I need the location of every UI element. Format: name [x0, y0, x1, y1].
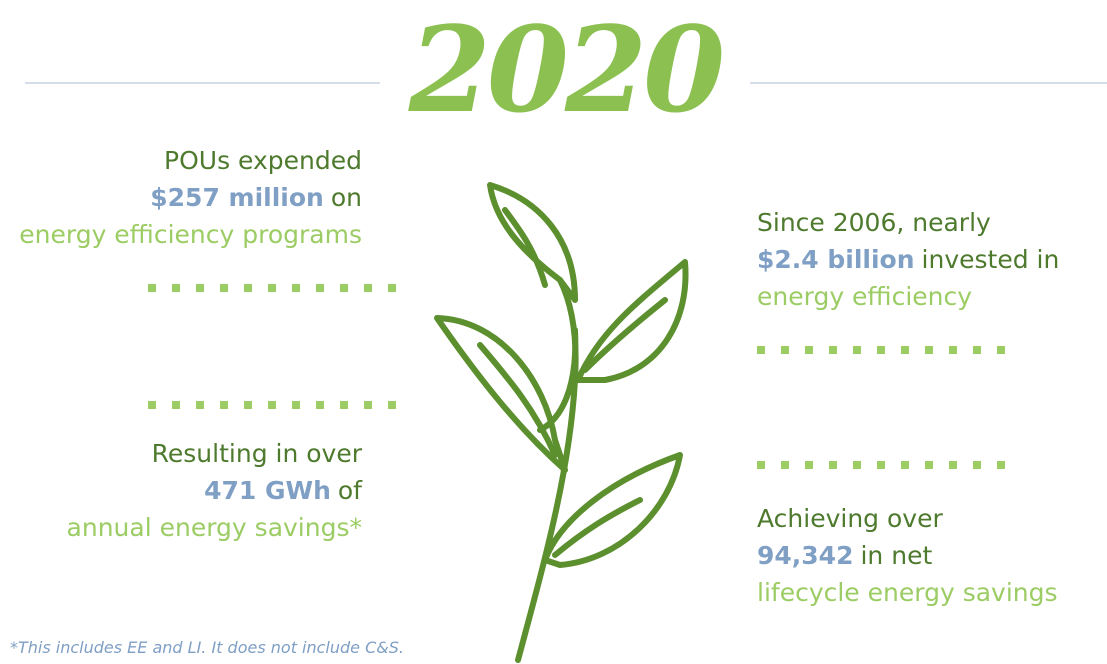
stat-line: energy efficiency [757, 278, 1059, 315]
stat-line: Resulting in over [67, 435, 362, 472]
stat-highlight: 471 GWh [204, 476, 331, 505]
page: {"title": "2020", "stats": [ {"line1": "… [0, 0, 1107, 664]
leaf [490, 185, 575, 300]
stat-line: lifecycle energy savings [757, 574, 1058, 611]
dotted-divider [148, 284, 404, 292]
stat-text: in net [860, 541, 932, 570]
stat-line: POUs expended [19, 142, 362, 179]
stat-highlight: 94,342 [757, 541, 853, 570]
stat-text: of [338, 476, 362, 505]
dotted-divider [148, 401, 404, 409]
leaf [437, 318, 565, 470]
dotted-divider [757, 461, 1013, 469]
stat-line: Achieving over [757, 500, 1058, 537]
stat-line: annual energy savings* [67, 509, 362, 546]
stat-line: Since 2006, nearly [757, 204, 1059, 241]
stat-text: invested in [922, 245, 1060, 274]
dotted-divider [757, 346, 1013, 354]
stat-highlight: $257 million [150, 183, 324, 212]
footnote: *This includes EE and LI. It does not in… [10, 638, 404, 657]
stat-highlight: $2.4 billion [757, 245, 915, 274]
stat-line: energy efficiency programs [19, 216, 362, 253]
stat-text: on [331, 183, 362, 212]
